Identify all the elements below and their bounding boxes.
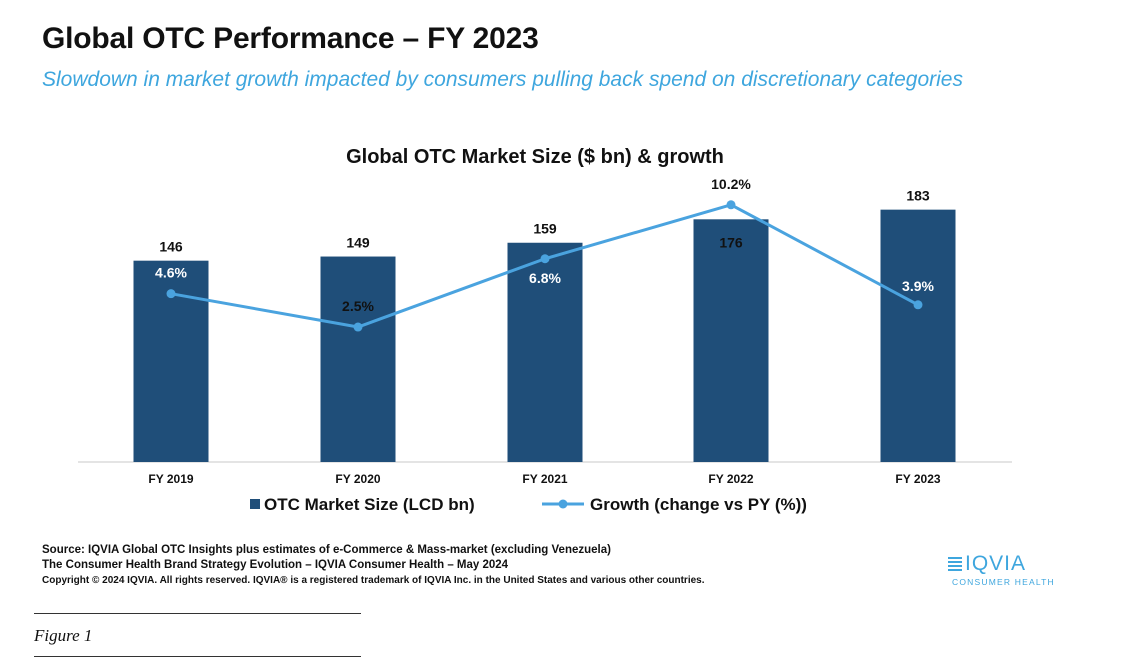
bar-fy-2021 bbox=[507, 242, 583, 462]
figure-caption: Figure 1 bbox=[34, 626, 93, 645]
growth-point bbox=[353, 322, 363, 332]
growth-point bbox=[166, 289, 176, 299]
x-tick-label: FY 2019 bbox=[148, 472, 193, 486]
legend-line-label: Growth (change vs PY (%)) bbox=[590, 495, 807, 514]
bar-fy-2023 bbox=[880, 209, 956, 462]
bar-fy-2022 bbox=[693, 219, 769, 462]
legend-bar-swatch bbox=[250, 499, 260, 509]
source-line: Source: IQVIA Global OTC Insights plus e… bbox=[42, 544, 611, 556]
copyright-line: Copyright © 2024 IQVIA. All rights reser… bbox=[42, 575, 705, 586]
otc-market-chart: Global OTC Market Size ($ bn) & growth 1… bbox=[78, 146, 1012, 514]
growth-value-labels: 4.6% 2.5% 6.8% 10.2% 3.9% bbox=[155, 176, 934, 314]
legend-line-marker bbox=[558, 499, 568, 509]
growth-value-label: 3.9% bbox=[902, 278, 934, 294]
growth-value-label: 2.5% bbox=[342, 298, 374, 314]
divider-top bbox=[34, 613, 361, 614]
bar-series bbox=[133, 209, 956, 462]
logo-lines-icon bbox=[948, 555, 962, 573]
growth-value-label: 10.2% bbox=[711, 176, 751, 192]
growth-point bbox=[913, 300, 923, 310]
citation-line: The Consumer Health Brand Strategy Evolu… bbox=[42, 559, 509, 571]
bar-value-label: 183 bbox=[906, 188, 930, 204]
bar-fy-2020 bbox=[320, 256, 396, 462]
x-tick-label: FY 2020 bbox=[335, 472, 380, 486]
x-tick-label: FY 2021 bbox=[522, 472, 567, 486]
growth-point bbox=[540, 254, 550, 264]
growth-point bbox=[726, 200, 736, 210]
x-tick-label: FY 2023 bbox=[895, 472, 940, 486]
page-title: Global OTC Performance – FY 2023 bbox=[42, 22, 539, 55]
logo-wordmark: IQVIA bbox=[965, 552, 1027, 575]
bar-value-label: 159 bbox=[533, 221, 557, 237]
growth-value-label: 6.8% bbox=[529, 270, 561, 286]
divider-bottom bbox=[34, 656, 361, 657]
legend-bar-label: OTC Market Size (LCD bn) bbox=[264, 495, 475, 514]
bar-value-label: 176 bbox=[719, 234, 743, 250]
growth-series bbox=[166, 200, 923, 332]
source-notes: Source: IQVIA Global OTC Insights plus e… bbox=[42, 543, 705, 588]
logo-tagline: CONSUMER HEALTH bbox=[952, 577, 1055, 587]
bar-value-label: 149 bbox=[346, 235, 370, 251]
x-axis-tick-labels: FY 2019 FY 2020 FY 2021 FY 2022 FY 2023 bbox=[148, 472, 940, 486]
chart-legend: OTC Market Size (LCD bn) Growth (change … bbox=[250, 495, 807, 514]
iqvia-logo: IQVIA CONSUMER HEALTH bbox=[948, 552, 1058, 587]
x-tick-label: FY 2022 bbox=[708, 472, 753, 486]
bar-value-labels: 146 149 159 176 183 bbox=[159, 188, 930, 255]
bar-value-label: 146 bbox=[159, 239, 183, 255]
growth-value-label: 4.6% bbox=[155, 265, 187, 281]
page-subtitle: Slowdown in market growth impacted by co… bbox=[42, 68, 963, 91]
chart-title: Global OTC Market Size ($ bn) & growth bbox=[346, 146, 724, 168]
